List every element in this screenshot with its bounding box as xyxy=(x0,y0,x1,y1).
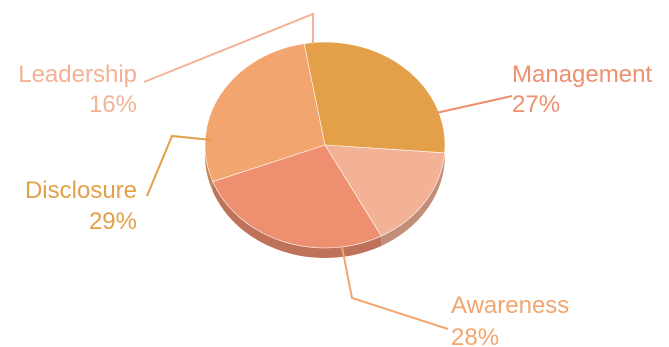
slice-label-disclosure: Disclosure xyxy=(25,177,137,204)
pie-slice-leadership xyxy=(324,144,445,237)
slice-label-leadership: Leadership xyxy=(18,61,137,88)
slice-value-awareness: 28% xyxy=(451,324,499,347)
pie-side-awareness xyxy=(205,145,213,192)
leader-line-awareness xyxy=(341,246,449,330)
pie-slices xyxy=(204,41,446,249)
pie-side-leadership xyxy=(381,152,445,246)
leader-lines xyxy=(143,12,513,330)
leader-line-disclosure xyxy=(146,134,213,197)
slice-label-awareness: Awareness xyxy=(451,292,569,319)
pie-slice-management xyxy=(212,144,382,249)
pie-side-management xyxy=(212,181,382,258)
slice-labels: Management 27% Awareness 28% Disclosure 29% Le… xyxy=(18,61,652,347)
slice-value-disclosure: 29% xyxy=(89,208,137,235)
slice-value-leadership: 16% xyxy=(89,91,137,118)
leader-line-leadership xyxy=(143,12,314,83)
pie-slice-disclosure xyxy=(303,41,446,154)
leader-line-management xyxy=(435,95,513,114)
slice-value-management: 27% xyxy=(512,91,560,118)
slice-label-management: Management xyxy=(512,61,652,88)
pie-slice-awareness xyxy=(204,43,326,182)
